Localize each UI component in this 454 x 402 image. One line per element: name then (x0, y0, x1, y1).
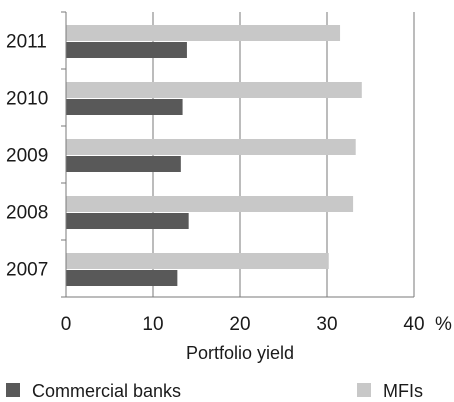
bar-commercial-banks-2010 (66, 99, 183, 115)
y-category-label-2008: 2008 (6, 203, 48, 224)
y-category-label-2011: 2011 (6, 32, 47, 53)
bar-commercial-banks-2009 (66, 156, 181, 172)
bar-mfis-2007 (66, 253, 329, 269)
bar-commercial-banks-2007 (66, 270, 178, 286)
legend-swatch-commercial-banks (6, 383, 20, 397)
bar-mfis-2010 (66, 82, 362, 98)
bars (66, 25, 362, 286)
x-tick-label-30: 30 (316, 314, 337, 335)
x-tick-label-20: 20 (229, 314, 250, 335)
legend-swatch-mfis (357, 383, 371, 397)
x-tick-label-10: 10 (142, 314, 163, 335)
legend-label-mfis: MFIs (383, 381, 423, 401)
legend-label-commercial-banks: Commercial banks (32, 381, 181, 401)
x-tick-label-40: 40 (403, 314, 424, 335)
legend: Commercial banks MFIs (6, 381, 423, 401)
x-tick-label-0: 0 (61, 314, 72, 335)
x-unit-label: % (435, 314, 452, 335)
bar-mfis-2009 (66, 139, 356, 155)
y-category-label-2009: 2009 (6, 146, 48, 167)
bar-mfis-2008 (66, 196, 354, 212)
bar-commercial-banks-2008 (66, 213, 189, 229)
bar-commercial-banks-2011 (66, 42, 187, 58)
bar-mfis-2011 (66, 25, 341, 41)
axes: 0 10 20 30 40 2011 2010 2009 2008 2007 (6, 11, 425, 335)
y-category-label-2010: 2010 (6, 89, 48, 110)
y-category-label-2007: 2007 (6, 260, 48, 281)
x-axis-title: Portfolio yield (186, 343, 294, 363)
